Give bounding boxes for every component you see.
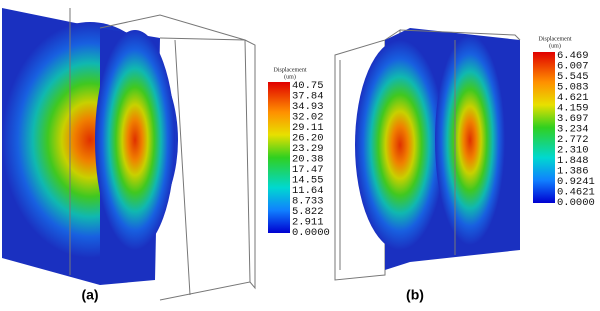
colorbar-label: 23.29: [292, 143, 324, 155]
caption: (b): [406, 287, 424, 303]
colorbar-label: 2.772: [557, 134, 589, 146]
colorbar-title: Displacement: [274, 67, 307, 73]
colorbar-label: 20.38: [292, 153, 324, 165]
colorbar-label: 0.0000: [557, 197, 595, 209]
caption: (a): [81, 287, 98, 303]
colorbar-label: 34.93: [292, 101, 324, 113]
colorbar-label: 4.621: [557, 92, 589, 104]
colorbar-label: 0.9241: [557, 176, 595, 188]
colorbar-label: 5.545: [557, 71, 589, 83]
colorbar-label: 1.386: [557, 165, 589, 177]
colorbar-label: 8.733: [292, 195, 324, 207]
colorbar-label: 11.64: [292, 185, 324, 197]
colorbar-b: [533, 52, 555, 203]
colorbar-label: 14.55: [292, 174, 324, 186]
colorbar-label: 6.007: [557, 60, 589, 72]
model-a: [0, 0, 256, 311]
model-b: [334, 28, 521, 281]
colorbar-label: 32.02: [292, 111, 324, 123]
colorbar-title: Displacement: [539, 36, 572, 42]
colorbar-label: 2.310: [557, 144, 589, 156]
colorbar-label: 1.848: [557, 155, 589, 167]
colorbar-unit: (um): [284, 73, 296, 80]
colorbar-label: 0.4621: [557, 186, 595, 198]
colorbar-a: [268, 82, 290, 233]
colorbar-label: 3.234: [557, 123, 589, 135]
colorbar-label: 26.20: [292, 132, 324, 144]
colorbar-label: 5.083: [557, 81, 589, 93]
colorbar-label: 2.911: [292, 216, 324, 228]
colorbar-label: 37.84: [292, 90, 324, 102]
colorbar-label: 6.469: [557, 50, 589, 62]
colorbar-label: 17.47: [292, 164, 324, 176]
colorbar-label: 0.0000: [292, 227, 330, 239]
colorbar-label: 5.822: [292, 206, 324, 218]
colorbar-label: 4.159: [557, 102, 589, 114]
colorbar-unit: (um): [549, 42, 561, 49]
colorbar-label: 29.11: [292, 122, 324, 134]
colorbar-label: 40.75: [292, 80, 324, 92]
colorbar-label: 3.697: [557, 113, 589, 125]
